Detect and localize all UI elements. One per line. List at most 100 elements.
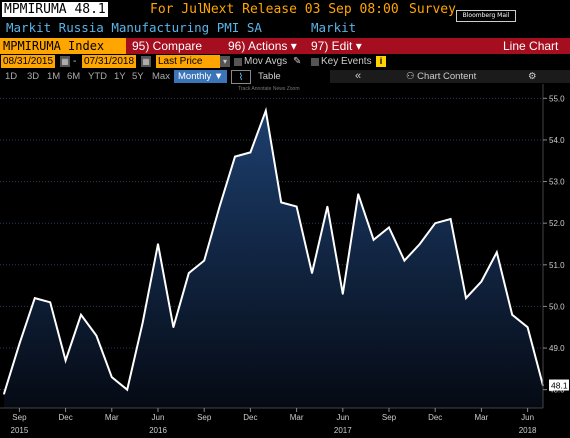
data-point xyxy=(403,259,406,262)
toolbar-row: 1D 3D 1M 6M YTD 1Y 5Y Max Monthly ▼ ⌇ Ta… xyxy=(0,70,570,84)
x-tick-label: Jun xyxy=(152,413,165,422)
y-tick-label: 52.0 xyxy=(549,219,565,228)
data-points xyxy=(3,110,544,395)
series-area xyxy=(4,110,543,409)
next-release: Next Release 03 Sep 08:00 xyxy=(203,2,399,17)
gear-icon[interactable]: ⚙ xyxy=(528,71,537,82)
table-button[interactable]: Table xyxy=(258,71,281,82)
chart-content-button[interactable]: ⚇ Chart Content xyxy=(406,70,476,83)
header-row: MPMIRUMA 48.1 For Jul Next Release 03 Se… xyxy=(0,2,570,22)
data-point xyxy=(311,272,313,274)
x-tick-label: Dec xyxy=(428,413,442,422)
key-events-label[interactable]: Key Events xyxy=(321,56,372,67)
info-icon[interactable]: i xyxy=(376,56,386,67)
data-point xyxy=(34,297,36,299)
period-1d[interactable]: 1D xyxy=(5,71,18,82)
data-point xyxy=(95,334,98,337)
price-field-select[interactable]: Last Price xyxy=(156,55,220,68)
pencil-icon[interactable]: ✎ xyxy=(293,56,302,67)
data-point xyxy=(203,259,205,262)
x-tick-label: Sep xyxy=(197,413,212,422)
x-year-label: 2018 xyxy=(519,426,537,435)
pmi-chart[interactable]: Track Annotate News Zoom 48.049.050.051.… xyxy=(0,84,570,438)
x-axis-ticks: Sep Dec Mar Jun Sep Dec Mar Jun Sep Dec Mar Jun 2015… xyxy=(11,408,537,435)
collapse-icon[interactable]: « xyxy=(355,70,362,82)
period-max[interactable]: Max xyxy=(152,71,170,82)
compare-menu[interactable]: 95) Compare xyxy=(132,39,203,53)
menu-bar: MPMIRUMA Index 95) Compare 96) Actions ▾… xyxy=(0,38,570,54)
mini-tools-label[interactable]: Track Annotate News Zoom xyxy=(238,86,300,92)
data-point xyxy=(265,110,267,112)
data-point xyxy=(280,201,283,204)
index-field[interactable]: MPMIRUMA Index xyxy=(0,38,126,54)
chart-content-label: Chart Content xyxy=(417,71,477,82)
last-value-box xyxy=(549,379,569,391)
x-tick-label: Sep xyxy=(382,413,397,422)
chart-content-icon: ⚇ xyxy=(406,71,415,82)
data-point xyxy=(157,243,159,245)
frequency-label: Monthly xyxy=(178,71,212,82)
data-point xyxy=(295,205,298,208)
y-tick-label: 55.0 xyxy=(549,94,565,103)
data-point xyxy=(188,272,190,274)
y-tick-label: 50.0 xyxy=(549,302,565,311)
key-events-checkbox[interactable] xyxy=(311,58,319,66)
period-3d[interactable]: 3D xyxy=(27,71,40,82)
data-point xyxy=(234,155,236,158)
edit-label: 97) Edit xyxy=(311,39,353,53)
period-1m[interactable]: 1M xyxy=(47,71,61,82)
dropdown-icon[interactable]: ▾ xyxy=(220,56,230,67)
data-point xyxy=(449,218,452,220)
for-period: For Jul xyxy=(150,2,205,17)
x-year-label: 2017 xyxy=(334,426,352,435)
data-point xyxy=(342,293,344,295)
data-point xyxy=(357,193,360,195)
chart-tools-bar: « ⚇ Chart Content ⚙ xyxy=(330,70,570,83)
start-date-field[interactable]: 08/31/2015 xyxy=(1,55,56,68)
calendar-icon[interactable]: ▦ xyxy=(60,56,70,67)
y-tick-label: 49.0 xyxy=(549,344,565,353)
data-point xyxy=(172,326,175,329)
period-5y[interactable]: 5Y xyxy=(132,71,144,82)
ticker-box[interactable]: MPMIRUMA 48.1 xyxy=(2,2,108,17)
edit-menu[interactable]: 97) Edit ▾ xyxy=(311,38,362,54)
actions-label: 96) Actions xyxy=(228,39,288,53)
data-point xyxy=(126,388,128,391)
ticker: MPMIRUMA xyxy=(4,2,67,17)
data-point xyxy=(80,313,82,316)
x-year-label: 2015 xyxy=(11,426,29,435)
data-point xyxy=(111,376,113,378)
chevron-down-icon: ▾ xyxy=(290,39,297,53)
data-point xyxy=(511,313,513,316)
mov-avgs-checkbox[interactable] xyxy=(234,58,242,66)
x-tick-label: Jun xyxy=(521,413,534,422)
period-6m[interactable]: 6M xyxy=(67,71,81,82)
security-title: Markit Russia Manufacturing PMI SA xyxy=(6,20,262,35)
survey-label: Survey xyxy=(409,2,456,17)
ticker-value: 48.1 xyxy=(74,2,106,17)
end-date-field[interactable]: 07/31/2018 xyxy=(82,55,137,68)
x-tick-label: Jun xyxy=(336,413,349,422)
y-tick-label: 51.0 xyxy=(549,261,565,270)
data-point xyxy=(372,239,375,241)
data-point xyxy=(526,326,529,329)
date-separator: - xyxy=(73,56,77,67)
period-ytd[interactable]: YTD xyxy=(88,71,107,82)
line-chart-label[interactable]: Line Chart xyxy=(503,39,559,53)
data-point xyxy=(326,205,329,208)
line-chart-icon[interactable]: ⌇ xyxy=(231,70,251,84)
mov-avgs-label[interactable]: Mov Avgs xyxy=(244,56,288,67)
period-1y[interactable]: 1Y xyxy=(114,71,126,82)
calendar-icon[interactable]: ▦ xyxy=(141,56,151,67)
data-point xyxy=(64,359,67,362)
data-point xyxy=(480,280,483,283)
title-row: Markit Russia Manufacturing PMI SA Marki… xyxy=(0,20,570,36)
data-point xyxy=(496,251,498,254)
bloomberg-mail-button[interactable]: Bloomberg Mail xyxy=(456,10,516,22)
frequency-select[interactable]: Monthly ▼ xyxy=(174,70,228,83)
series-line xyxy=(3,106,544,395)
x-tick-label: Mar xyxy=(290,413,304,422)
actions-menu[interactable]: 96) Actions ▾ xyxy=(228,38,297,54)
source-label: Markit xyxy=(311,20,357,35)
y-tick-label: 53.0 xyxy=(549,178,565,187)
